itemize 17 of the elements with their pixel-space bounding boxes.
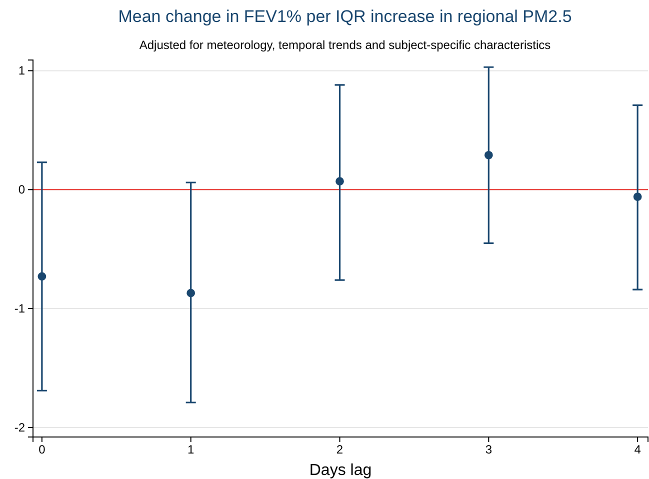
y-tick-label: -2 xyxy=(14,420,26,434)
y-tick-label: -1 xyxy=(14,301,26,316)
point xyxy=(336,177,344,186)
point xyxy=(38,272,46,281)
x-tick-label: 0 xyxy=(38,442,46,457)
x-tick-label: 1 xyxy=(188,442,194,457)
x-tick-label: 4 xyxy=(634,442,642,457)
x-tick-label: 2 xyxy=(336,442,344,457)
chart-title: Mean change in FEV1% per IQR increase in regional PM2.5 xyxy=(118,7,572,26)
x-axis-title: Days lag xyxy=(309,462,372,479)
chart-subtitle: Adjusted for meteorology, temporal trends and subject-specific characteristics xyxy=(139,38,551,52)
point xyxy=(633,192,642,201)
x-tick-label: 3 xyxy=(485,442,492,457)
point xyxy=(484,150,493,160)
point xyxy=(186,288,196,298)
y-tick-label: 0 xyxy=(18,182,26,196)
y-tick-label: 1 xyxy=(18,64,26,78)
